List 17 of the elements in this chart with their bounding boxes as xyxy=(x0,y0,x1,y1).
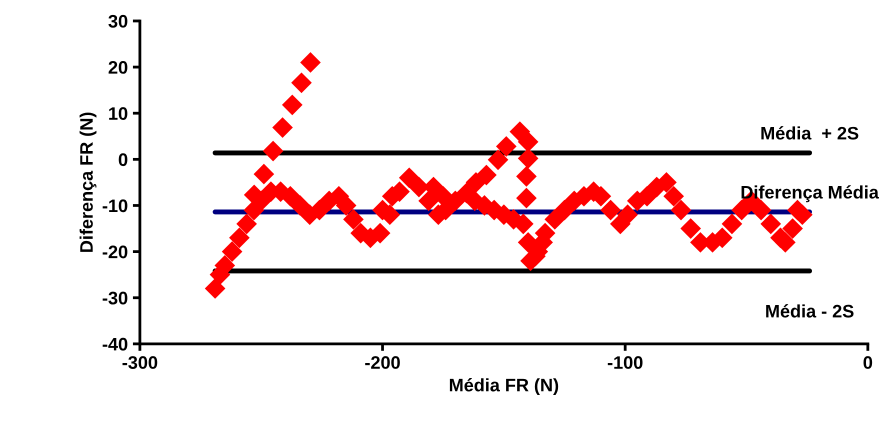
y-tick-label: -30 xyxy=(102,292,128,304)
x-tick-label: -200 xyxy=(365,356,400,369)
series-label: Média - 2S xyxy=(766,304,854,318)
y-tick-label: 0 xyxy=(118,153,128,166)
series-label: Diferença Média xyxy=(742,185,879,202)
y-tick-label: 30 xyxy=(108,14,128,28)
y-tick-label: -40 xyxy=(102,338,128,351)
series-label: Média + 2S xyxy=(761,126,858,140)
x-tick-label: -100 xyxy=(608,356,643,369)
x-axis-title: Média FR (N) xyxy=(450,378,558,396)
x-tick-label: 0 xyxy=(864,356,872,369)
x-tick-label: -300 xyxy=(122,356,158,369)
y-tick-label: 10 xyxy=(109,107,128,120)
y-tick-label: -20 xyxy=(102,246,128,258)
y-tick-label: -10 xyxy=(102,199,128,212)
y-tick-label: 20 xyxy=(108,61,128,74)
y-axis-title: Diferença FR (N) xyxy=(80,112,96,252)
